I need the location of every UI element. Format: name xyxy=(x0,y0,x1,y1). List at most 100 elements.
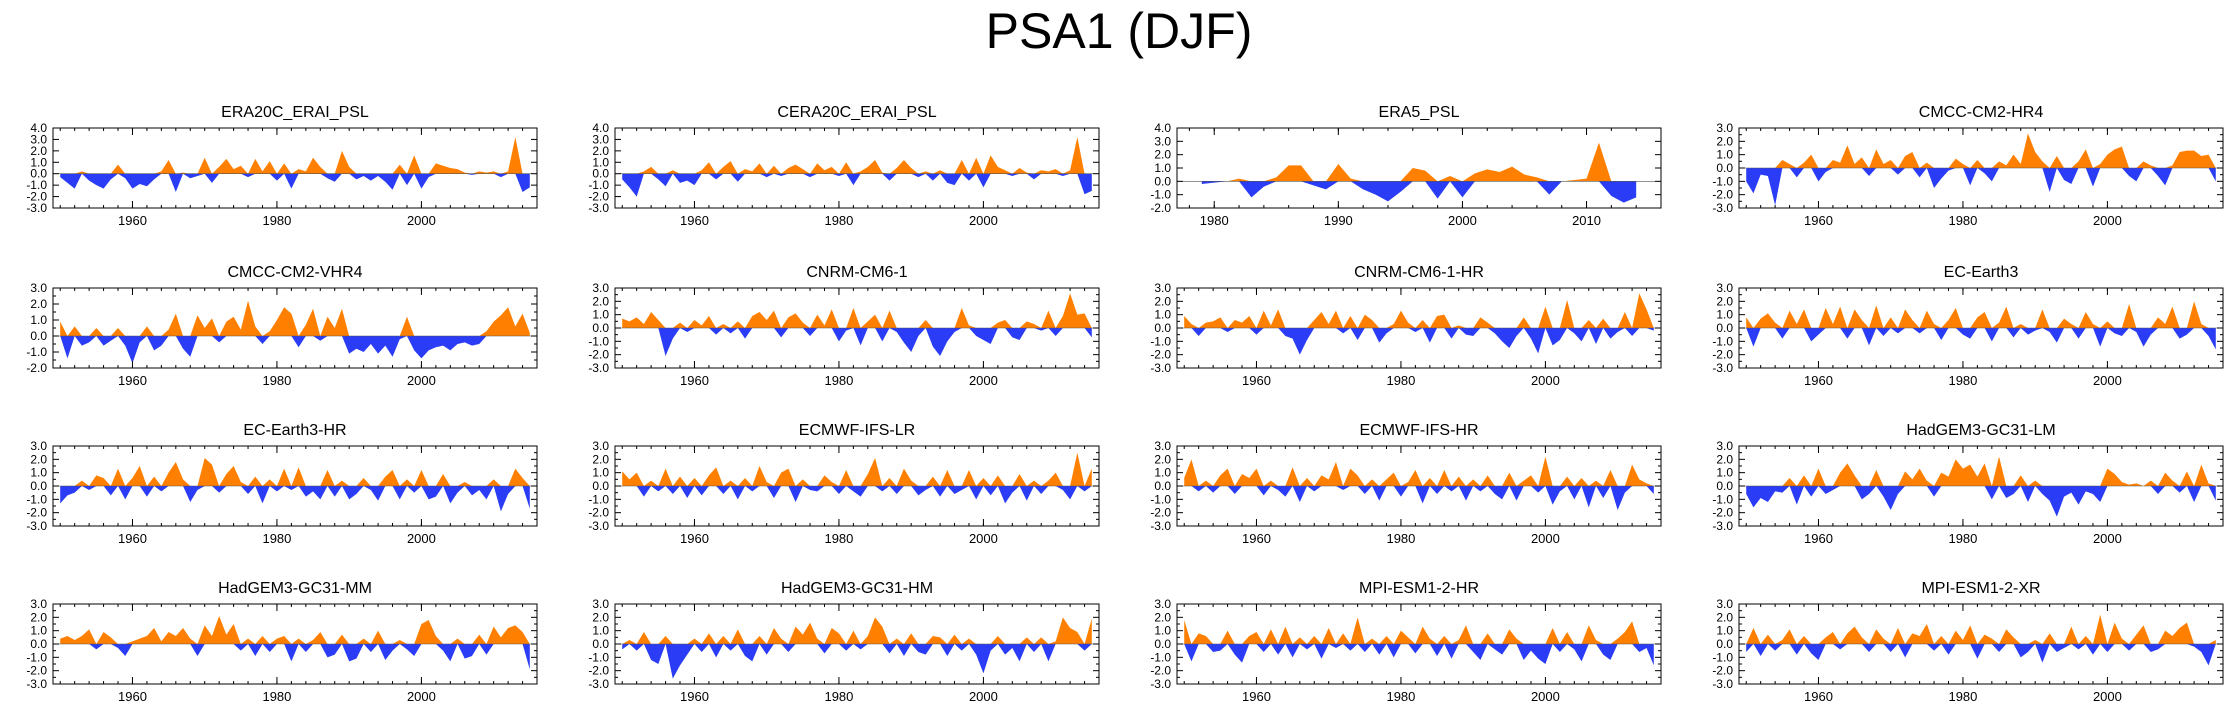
y-tick-label: -2.0 xyxy=(1150,506,1171,520)
positive-area xyxy=(1746,614,2216,644)
y-tick-label: 3.0 xyxy=(30,597,47,611)
panel-title: CMCC-CM2-HR4 xyxy=(1919,104,2044,121)
positive-area xyxy=(622,617,1092,644)
y-tick-label: 2.0 xyxy=(1716,294,1733,308)
y-tick-label: 2.0 xyxy=(1154,294,1171,308)
y-tick-label: -1.0 xyxy=(1712,492,1733,506)
x-tick-label: 2000 xyxy=(1531,689,1560,704)
x-tick-label: 1980 xyxy=(262,689,291,704)
panel-title: ERA5_PSL xyxy=(1379,104,1460,121)
y-tick-label: 2.0 xyxy=(592,452,609,466)
negative-area xyxy=(622,644,1092,679)
positive-area xyxy=(1184,293,1654,328)
y-tick-label: 0.0 xyxy=(592,321,609,335)
y-tick-label: -2.0 xyxy=(26,506,47,520)
x-tick-label: 1980 xyxy=(824,373,853,388)
x-tick-label: 2000 xyxy=(969,531,998,546)
y-tick-label: -1.0 xyxy=(26,492,47,506)
y-tick-label: 3.0 xyxy=(1154,597,1171,611)
y-tick-label: 0.0 xyxy=(1154,321,1171,335)
y-tick-label: 3.0 xyxy=(1154,439,1171,453)
x-tick-label: 2000 xyxy=(1531,531,1560,546)
y-tick-label: 1.0 xyxy=(30,155,47,169)
x-tick-label: 1980 xyxy=(1386,373,1415,388)
y-tick-label: 2.0 xyxy=(30,297,47,311)
x-tick-label: 1980 xyxy=(262,531,291,546)
y-tick-label: -1.0 xyxy=(1712,174,1733,188)
y-tick-label: -3.0 xyxy=(1150,361,1171,375)
y-tick-label: -1.0 xyxy=(1150,334,1171,348)
x-tick-label: 1960 xyxy=(1804,531,1833,546)
x-tick-label: 1980 xyxy=(1948,373,1977,388)
panel-title: CERA20C_ERAI_PSL xyxy=(777,104,936,121)
y-tick-label: -3.0 xyxy=(1712,361,1733,375)
x-tick-label: 1960 xyxy=(1804,689,1833,704)
x-tick-label: 2000 xyxy=(969,213,998,228)
y-tick-label: -1.0 xyxy=(1712,334,1733,348)
x-tick-label: 1960 xyxy=(118,373,147,388)
y-tick-label: 3.0 xyxy=(592,281,609,295)
y-tick-label: 3.0 xyxy=(592,597,609,611)
y-tick-label: 3.0 xyxy=(30,439,47,453)
y-tick-label: -3.0 xyxy=(588,677,609,691)
positive-area xyxy=(1746,456,2216,486)
panel-title: CNRM-CM6-1 xyxy=(806,264,907,281)
y-tick-label: -1.0 xyxy=(588,650,609,664)
x-tick-label: 1960 xyxy=(118,689,147,704)
x-tick-label: 1980 xyxy=(824,213,853,228)
y-tick-label: 2.0 xyxy=(30,610,47,624)
y-tick-label: 4.0 xyxy=(592,121,609,135)
y-tick-label: 1.0 xyxy=(1716,148,1733,162)
panel: -3.0-2.0-1.00.01.02.03.0 1960 1980 2000 CNRM… xyxy=(588,264,1100,388)
y-tick-label: 2.0 xyxy=(592,144,609,158)
y-tick-label: -1.0 xyxy=(1712,650,1733,664)
panel: -3.0-2.0-1.00.01.02.03.0 1960 1980 2000 EC-E… xyxy=(26,422,538,546)
y-tick-label: -1.0 xyxy=(1150,492,1171,506)
plot-frame xyxy=(52,127,538,209)
x-tick-label: 2000 xyxy=(969,689,998,704)
y-tick-label: 0.0 xyxy=(1716,479,1733,493)
positive-area xyxy=(1184,617,1654,644)
y-tick-label: -2.0 xyxy=(1712,188,1733,202)
panel: -3.0-2.0-1.00.01.02.03.0 1960 1980 2000 HadG… xyxy=(26,580,538,704)
x-tick-label: 2000 xyxy=(1531,373,1560,388)
negative-area xyxy=(1746,328,2216,350)
y-tick-label: 1.0 xyxy=(30,313,47,327)
negative-area xyxy=(1184,328,1654,355)
x-tick-label: 1960 xyxy=(680,373,709,388)
y-tick-label: -1.0 xyxy=(588,492,609,506)
y-tick-label: -1.0 xyxy=(26,650,47,664)
y-tick-label: 0.0 xyxy=(1716,161,1733,175)
y-tick-label: -3.0 xyxy=(1150,677,1171,691)
y-tick-label: -1.0 xyxy=(1150,650,1171,664)
negative-area xyxy=(60,486,530,512)
positive-area xyxy=(622,452,1092,486)
x-tick-label: 1980 xyxy=(1386,531,1415,546)
y-tick-label: 0.0 xyxy=(592,479,609,493)
x-tick-label: 1960 xyxy=(1242,373,1271,388)
x-tick-label: 2000 xyxy=(407,213,436,228)
y-tick-label: 0.0 xyxy=(1154,174,1171,188)
negative-area xyxy=(622,173,1092,197)
panel-title: ECMWF-IFS-LR xyxy=(799,422,915,439)
y-tick-label: -3.0 xyxy=(1712,677,1733,691)
y-tick-label: -1.0 xyxy=(588,334,609,348)
y-tick-label: -3.0 xyxy=(26,201,47,215)
positive-area xyxy=(60,137,530,174)
x-tick-label: 2010 xyxy=(1572,213,1601,228)
x-tick-label: 1960 xyxy=(680,213,709,228)
x-tick-label: 1980 xyxy=(1386,689,1415,704)
positive-area xyxy=(622,137,1092,174)
positive-area xyxy=(1184,456,1654,486)
negative-area xyxy=(60,644,530,670)
x-tick-label: 1980 xyxy=(1948,531,1977,546)
x-tick-label: 1980 xyxy=(1200,213,1229,228)
x-tick-label: 2000 xyxy=(969,373,998,388)
y-tick-label: -1.0 xyxy=(1150,188,1171,202)
y-tick-label: 3.0 xyxy=(592,439,609,453)
y-tick-label: 1.0 xyxy=(1716,466,1733,480)
y-tick-label: -2.0 xyxy=(1150,348,1171,362)
x-tick-label: 2000 xyxy=(1448,213,1477,228)
panel-title: EC-Earth3 xyxy=(1944,264,2019,281)
y-tick-label: -3.0 xyxy=(1150,519,1171,533)
